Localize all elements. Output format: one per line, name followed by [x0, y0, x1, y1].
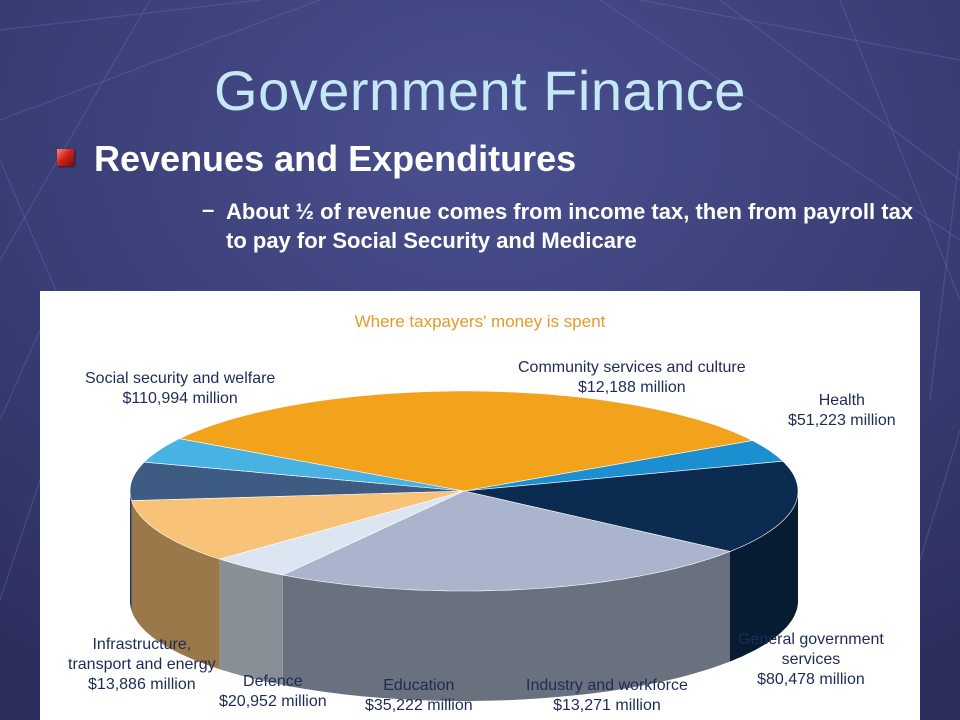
label-name: Social security and welfare [85, 370, 276, 387]
pie-side-2 [730, 491, 798, 662]
slide-title: Government Finance [214, 59, 746, 122]
label-name-cont: transport and energy [68, 656, 216, 673]
label-health: Health $51,223 million [788, 391, 896, 431]
label-value: $13,886 million [88, 676, 196, 693]
pie-slice-2 [463, 460, 799, 552]
label-name: Infrastructure, [92, 636, 192, 653]
label-name-cont: services [781, 651, 841, 668]
label-name: Education [383, 677, 455, 694]
label-name: General government [738, 631, 884, 648]
sub-bullet-dash: – [202, 197, 215, 222]
pie-slice-6 [129, 461, 465, 501]
pie-side-4 [219, 559, 283, 685]
label-value: $13,271 million [553, 697, 661, 714]
pie-slice-1 [463, 440, 784, 492]
label-value: $51,223 million [788, 412, 896, 429]
pie-side-5 [131, 500, 220, 670]
label-value: $12,188 million [578, 379, 686, 396]
sub-bullet-text: About ½ of revenue comes from income tax… [226, 199, 914, 253]
pie-slice-4 [218, 490, 465, 576]
chart-title: Where taxpayers' money is spent [354, 312, 606, 331]
pie-slice-3 [281, 490, 732, 592]
label-name: Community services and culture [518, 359, 746, 376]
bullet-icon [57, 149, 74, 166]
pie-slices [129, 390, 799, 592]
pie-slice-0 [178, 390, 754, 492]
label-value: $35,222 million [365, 697, 473, 714]
label-general-government: General government services $80,478 mill… [738, 630, 884, 690]
label-defence: Defence $20,952 million [219, 672, 327, 712]
label-name: Health [818, 392, 865, 409]
pie-slice-7 [143, 438, 465, 492]
label-infrastructure: Infrastructure, transport and energy $13… [68, 635, 216, 695]
label-industry: Industry and workforce $13,271 million [526, 676, 688, 716]
label-value: $110,994 million [122, 390, 238, 407]
label-value: $80,478 million [757, 671, 865, 688]
label-education: Education $35,222 million [365, 676, 473, 716]
slide-heading: Revenues and Expenditures [94, 138, 577, 179]
pie-slice-5 [131, 490, 465, 560]
label-community-services: Community services and culture $12,188 m… [518, 358, 746, 398]
chart-panel: Where taxpayers' money is spent Social s… [40, 291, 920, 720]
pie-chart [129, 390, 799, 701]
label-value: $20,952 million [219, 693, 327, 710]
label-social-security: Social security and welfare $110,994 mil… [85, 369, 275, 409]
label-name: Defence [243, 673, 303, 690]
pie-side-6 [130, 491, 132, 611]
label-name: Industry and workforce [526, 677, 688, 694]
